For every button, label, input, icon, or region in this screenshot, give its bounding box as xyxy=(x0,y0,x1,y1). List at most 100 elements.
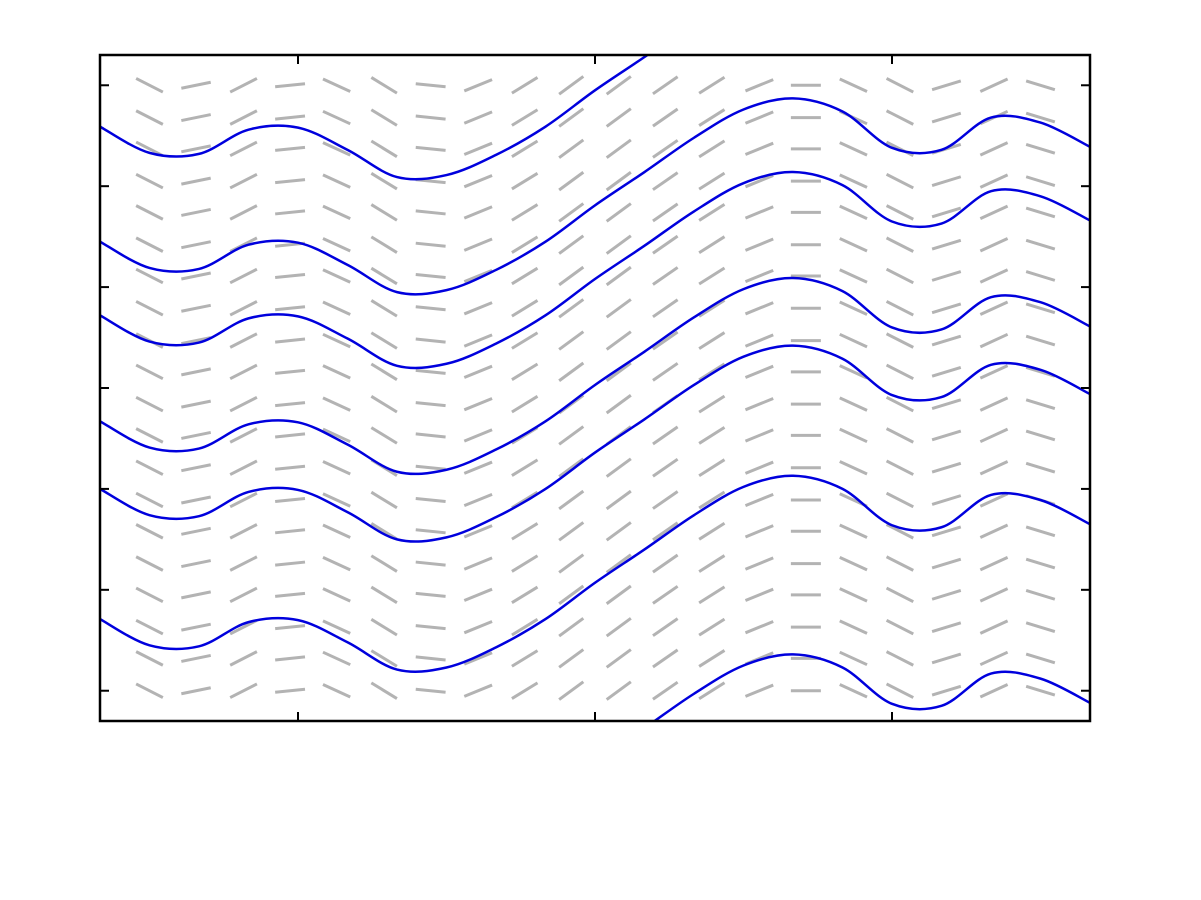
slope-dash xyxy=(885,332,914,349)
slope-dash xyxy=(370,108,398,127)
slope-dash xyxy=(839,683,868,699)
slope-dash xyxy=(181,336,212,346)
slope-dash xyxy=(181,207,212,217)
slope-dash xyxy=(885,459,914,476)
slope-dash xyxy=(181,399,212,409)
slope-dash xyxy=(415,82,446,89)
slope-dash xyxy=(698,490,726,510)
slope-dash xyxy=(463,460,493,475)
slope-dash xyxy=(322,555,351,572)
slope-dash xyxy=(415,401,446,408)
slope-dash xyxy=(322,427,351,444)
slope-dash xyxy=(463,110,493,125)
slope-dash xyxy=(275,687,306,694)
slope-dash xyxy=(370,554,398,573)
slope-dash xyxy=(652,521,679,542)
slope-dash xyxy=(511,362,539,381)
slope-dash xyxy=(511,585,539,604)
slope-dash xyxy=(322,204,351,221)
slope-dash xyxy=(1025,525,1056,538)
slope-dash xyxy=(181,653,212,663)
slope-dash xyxy=(370,618,398,637)
slope-dash xyxy=(652,425,679,446)
slope-dash xyxy=(135,491,164,509)
slope-dash xyxy=(744,174,774,189)
slope-dash xyxy=(415,624,446,631)
slope-dash xyxy=(558,361,585,382)
slope-dash xyxy=(229,236,258,253)
slope-dash xyxy=(885,300,914,317)
slope-dash xyxy=(1025,111,1056,124)
slope-dash xyxy=(1025,270,1056,282)
slope-dash xyxy=(652,202,679,223)
slope-dash xyxy=(511,681,539,700)
slope-dash xyxy=(979,460,1009,476)
slope-dash xyxy=(979,204,1009,221)
slope-dash xyxy=(652,107,679,128)
slope-dash xyxy=(1025,175,1056,187)
slope-dash xyxy=(698,522,726,541)
slope-dash xyxy=(229,523,258,540)
slope-dash xyxy=(979,173,1009,189)
slope-dash xyxy=(698,554,726,573)
slope-dash xyxy=(135,427,164,444)
slope-dash xyxy=(511,618,539,637)
slope-dash xyxy=(558,648,585,669)
slope-dash xyxy=(979,619,1009,635)
solution-curve xyxy=(100,55,650,181)
slope-dash xyxy=(652,490,679,510)
slope-dash xyxy=(979,77,1009,93)
slope-dash xyxy=(229,650,258,667)
slope-dash xyxy=(181,80,212,90)
slope-dash xyxy=(1025,206,1056,219)
slope-dash xyxy=(744,428,774,443)
slope-dash xyxy=(744,205,774,220)
slope-dash xyxy=(275,272,306,280)
slope-dash xyxy=(698,649,726,668)
slope-dash xyxy=(370,649,398,668)
slope-dash xyxy=(275,655,306,662)
slope-dash xyxy=(275,560,306,567)
slope-dash xyxy=(135,682,164,699)
slope-dash xyxy=(839,141,868,157)
slope-dash xyxy=(370,426,398,445)
slope-dash xyxy=(229,395,258,413)
slope-dash xyxy=(322,109,351,126)
slope-dash xyxy=(979,427,1009,444)
slope-dash xyxy=(839,204,868,221)
slope-dash xyxy=(558,265,585,287)
slope-dash xyxy=(558,107,585,128)
slope-dash xyxy=(744,364,774,379)
solution-curve xyxy=(100,97,1090,296)
slope-dash xyxy=(839,77,868,93)
slope-dash xyxy=(181,144,212,154)
slope-dash xyxy=(652,648,679,669)
slope-dash xyxy=(275,82,306,89)
slope-dash xyxy=(558,584,585,605)
slope-dash xyxy=(605,138,632,159)
slope-dash xyxy=(885,204,914,221)
solution-curve xyxy=(100,170,1090,370)
slope-dash xyxy=(839,364,868,380)
slope-dash xyxy=(275,432,306,439)
slope-dash xyxy=(652,553,679,574)
slope-dash xyxy=(744,587,774,602)
slope-dash xyxy=(370,585,398,604)
slope-dash xyxy=(415,305,446,312)
slope-dash xyxy=(979,492,1009,508)
solution-curve xyxy=(100,344,1090,543)
slope-dash xyxy=(275,368,306,375)
slope-dash xyxy=(511,649,539,668)
slope-dash xyxy=(839,237,868,253)
slope-dash xyxy=(181,176,212,186)
slope-dash xyxy=(652,457,679,478)
slope-dash xyxy=(605,171,632,192)
slope-dash xyxy=(511,331,539,350)
slope-dash xyxy=(979,300,1009,316)
slope-dash xyxy=(605,648,632,669)
slope-field xyxy=(135,75,1056,701)
slope-dash xyxy=(135,109,164,126)
ticks xyxy=(100,55,1090,721)
slope-dash xyxy=(605,330,632,351)
slope-dash xyxy=(370,331,398,350)
